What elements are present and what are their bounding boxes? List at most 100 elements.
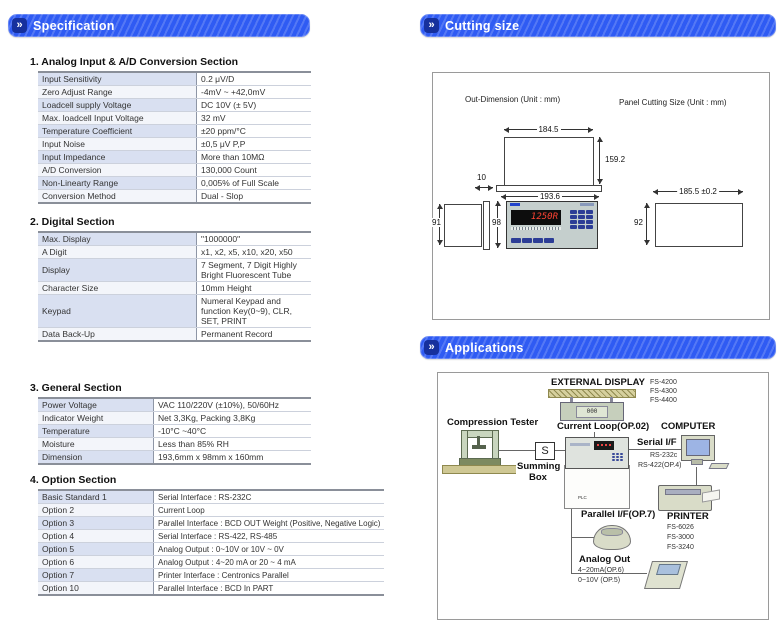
spec-row: Option 2 Current Loop: [38, 503, 385, 517]
spec-row: Zero Adjust Range -4mV ~ +42,0mV: [38, 85, 311, 99]
dimension-cut-height: 92: [632, 218, 645, 227]
specification-header: » Specification: [8, 14, 310, 37]
arrow-right-icon: »: [424, 340, 439, 355]
external-display-label: EXTERNAL DISPLAY: [550, 377, 646, 388]
spec-label: Indicator Weight: [38, 411, 154, 425]
spec-label: A/D Conversion: [38, 163, 197, 177]
dimension-line-cut-height: [643, 203, 650, 245]
spec-row: Conversion Method Dual - Slop: [38, 189, 311, 204]
dimension-flange-offset: 10: [475, 173, 488, 182]
wire-analog-branch: [571, 537, 595, 538]
spec-value: Parallel Interface : BCD OUT Weight (Pos…: [153, 516, 385, 530]
spec-label: Zero Adjust Range: [38, 85, 197, 99]
spec-row: Max. Display "1000000": [38, 232, 311, 246]
spec-row: Loadcell supply Voltage DC 10V (± 5V): [38, 98, 311, 112]
section-title: 3. General Section: [30, 382, 122, 394]
display-mount-right: [610, 397, 613, 403]
wire-computer-printer: [696, 467, 697, 486]
option-section: 4. Option Section Basic Standard 1 Serial…: [30, 474, 385, 596]
spec-value: Less than 85% RH: [153, 437, 311, 451]
wire-tester-summing: [498, 450, 536, 451]
spec-label: A Digit: [38, 245, 197, 259]
spec-value: ±20 ppm/°C: [196, 124, 311, 138]
indicator-front-view: 1250R: [506, 201, 598, 249]
monitor-screen: [686, 439, 710, 456]
rs232-label: RS-232c: [650, 452, 678, 459]
tester-press-plate: [472, 445, 486, 449]
remote-device-illustration: [643, 561, 689, 589]
spec-row: Indicator Weight Net 3,3Kg, Packing 3,8Kg: [38, 411, 311, 425]
spec-value: Serial Interface : RS-422, RS-485: [153, 529, 385, 543]
spec-row: Moisture Less than 85% RH: [38, 437, 311, 451]
spec-row: A Digit x1, x2, x5, x10, x20, x50: [38, 245, 311, 259]
spec-value: 32 mV: [196, 111, 311, 125]
key: [586, 220, 593, 224]
spec-value: Net 3,3Kg, Packing 3,8Kg: [153, 411, 311, 425]
function-key-row: [511, 238, 567, 243]
spec-value: ±0,5 μV P,P: [196, 137, 311, 151]
spec-label: Input Noise: [38, 137, 197, 151]
spec-row: Power Voltage VAC 110/220V (±10%), 50/60H…: [38, 398, 311, 412]
spec-row: Non-Linearty Range 0,005% of Full Scale: [38, 176, 311, 190]
spec-value: VAC 110/220V (±10%), 50/60Hz: [153, 398, 311, 412]
recorder-illustration: [593, 525, 631, 550]
dimension-line-front-width: 193.6: [501, 192, 599, 201]
key: [578, 215, 585, 219]
spec-row: Display 7 Segment, 7 Digit Highly Bright …: [38, 258, 311, 282]
panel-cutout-rect: [655, 203, 743, 247]
dimension-front-height: 98: [490, 218, 503, 227]
rear-view-body: [504, 137, 594, 186]
printer-model-2: FS-3000: [667, 534, 694, 541]
dimension-line-flange: [475, 184, 493, 191]
spec-value: More than 10MΩ: [196, 150, 311, 164]
ground-hatch: [442, 465, 518, 474]
external-display-screen: 000: [576, 406, 608, 418]
display-legend-strip: [511, 227, 561, 230]
monitor-stand: [691, 459, 703, 465]
spec-label: Input Impedance: [38, 150, 197, 164]
dimension-line-cut-width: 185.5 ±0.2: [653, 187, 743, 196]
key: [578, 210, 585, 214]
indicator-illustration: [565, 437, 629, 469]
key: [522, 238, 532, 243]
spec-label: Character Size: [38, 281, 197, 295]
computer-label: COMPUTER: [660, 421, 717, 432]
wire-summing-indicator: [553, 450, 565, 451]
spec-label: Option 6: [38, 555, 154, 569]
key: [616, 456, 619, 458]
spec-row: Option 7 Printer Interface : Centronics P…: [38, 568, 385, 582]
option-table: Basic Standard 1 Serial Interface : RS-23…: [38, 489, 385, 596]
spec-label: Conversion Method: [38, 189, 197, 204]
analog-ma-label: 4~20mA(OP.6): [578, 567, 624, 574]
spec-value: Printer Interface : Centronics Parallel: [153, 568, 385, 582]
spec-value: -10°C ~40°C: [153, 424, 311, 438]
spec-value: Dual - Slop: [196, 189, 311, 204]
spec-row: A/D Conversion 130,000 Count: [38, 163, 311, 177]
rs422-label: RS-422(OP.4): [638, 462, 682, 469]
spec-value: Analog Output : 4~20 mA or 20 ~ 4 mA: [153, 555, 385, 569]
spec-value: 193,6mm x 98mm x 160mm: [153, 450, 311, 465]
keypad-grid: [570, 210, 594, 229]
spec-value: "1000000": [196, 232, 311, 246]
side-view-body: [444, 204, 482, 247]
key: [570, 225, 577, 229]
spec-value: Serial Interface : RS-232C: [153, 490, 385, 504]
spec-label: Option 3: [38, 516, 154, 530]
spec-row: Max. loadcell Input Voltage 32 mV: [38, 111, 311, 125]
spec-label: Loadcell supply Voltage: [38, 98, 197, 112]
printer-label: PRINTER: [666, 511, 710, 522]
model-tag: [580, 203, 594, 206]
general-section: 3. General Section Power Voltage VAC 110/…: [30, 382, 311, 465]
out-dimension-label: Out-Dimension (Unit : mm): [465, 95, 561, 104]
spec-label: Data Back-Up: [38, 327, 197, 342]
spec-row: Input Noise ±0,5 μV P,P: [38, 137, 311, 151]
key: [586, 210, 593, 214]
key: [570, 215, 577, 219]
spec-label: Option 10: [38, 581, 154, 596]
spec-label: Keypad: [38, 294, 197, 328]
tester-press-rod: [477, 436, 480, 446]
current-loop-label: Current Loop(OP.02): [556, 421, 651, 432]
external-model-3: FS-4400: [650, 397, 677, 404]
key: [620, 459, 623, 461]
serial-if-label: Serial I/F: [636, 437, 678, 448]
